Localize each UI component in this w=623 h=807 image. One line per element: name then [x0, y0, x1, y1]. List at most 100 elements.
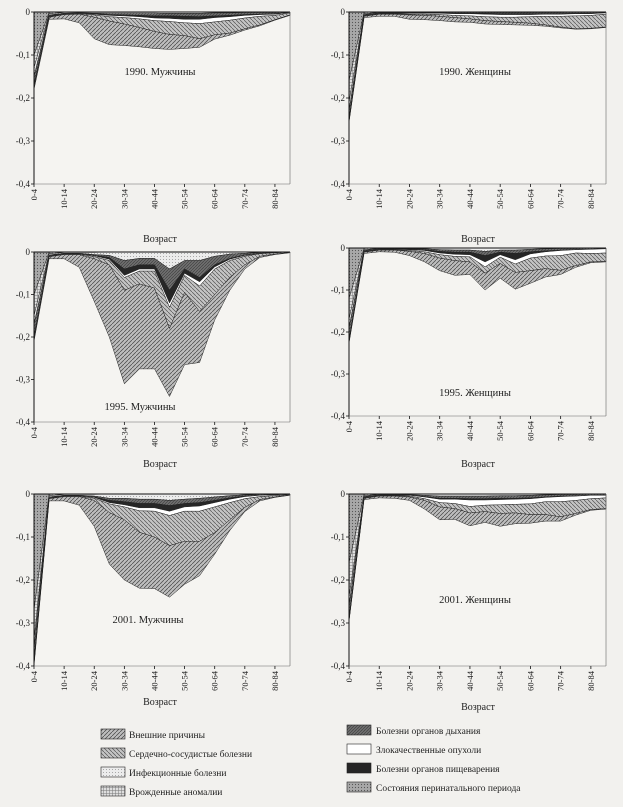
- y-tick-label: -0,3: [331, 618, 346, 628]
- x-tick-label: 20-24: [405, 188, 415, 209]
- legend-label: Сердечно-сосудистые болезни: [129, 749, 252, 760]
- x-tick-label: 10-14: [59, 188, 69, 209]
- x-tick-label: 50-54: [495, 670, 505, 691]
- y-tick-label: -0,1: [16, 50, 30, 60]
- chart-title: 2001. Мужчины: [112, 615, 183, 626]
- x-tick-label: 30-34: [435, 670, 445, 691]
- y-tick-label: -0,3: [16, 136, 31, 146]
- y-tick-label: -0,1: [331, 285, 345, 295]
- x-tick-label: 0-4: [29, 670, 39, 682]
- x-tick-label: 70-74: [556, 188, 566, 209]
- y-tick-label: -0,1: [16, 290, 30, 300]
- chart-title: 2001. Женщины: [439, 595, 511, 606]
- legend-label: Болезни органов пищеварения: [376, 765, 500, 775]
- x-axis-label: Возраст: [143, 234, 177, 245]
- x-tick-label: 30-34: [435, 188, 445, 209]
- y-tick-label: -0,3: [331, 136, 346, 146]
- x-tick-label: 60-64: [210, 188, 220, 209]
- x-tick-label: 40-44: [465, 670, 475, 691]
- x-tick-label: 10-14: [59, 426, 69, 447]
- y-tick-label: -0,1: [16, 532, 30, 542]
- x-tick-label: 40-44: [465, 188, 475, 209]
- x-tick-label: 70-74: [240, 426, 250, 447]
- x-tick-label: 80-84: [586, 420, 596, 441]
- x-tick-label: 0-4: [344, 420, 354, 432]
- x-tick-label: 40-44: [465, 420, 475, 441]
- x-tick-label: 30-34: [119, 670, 129, 691]
- legend-label: Врожденные аномалии: [129, 788, 222, 798]
- y-tick-label: -0,4: [331, 179, 346, 189]
- chart-panel-1: 0 -0,1 -0,2 -0,3 -0,40-4 10-14 20-24 30-34 40-44…: [16, 7, 291, 245]
- plot-area: [349, 12, 606, 184]
- legend-label: Состояния перинатального периода: [376, 784, 521, 794]
- x-tick-label: 0-4: [344, 670, 354, 682]
- y-tick-label: -0,3: [331, 369, 346, 379]
- x-tick-label: 30-34: [435, 420, 445, 441]
- legend-item-neoplasms: Злокачественные опухоли: [346, 743, 481, 756]
- x-tick-label: 50-54: [180, 670, 190, 691]
- x-tick-label: 50-54: [495, 188, 505, 209]
- x-tick-label: 20-24: [405, 420, 415, 441]
- y-tick-label: 0: [341, 7, 346, 17]
- x-tick-label: 60-64: [525, 188, 535, 209]
- x-tick-label: 60-64: [210, 426, 220, 447]
- y-tick-label: -0,2: [16, 575, 30, 585]
- legend-swatch: [346, 762, 372, 774]
- chart-title: 1995. Женщины: [439, 388, 511, 399]
- x-tick-label: 40-44: [150, 188, 160, 209]
- y-tick-label: 0: [26, 7, 31, 17]
- y-tick-label: -0,3: [16, 618, 31, 628]
- x-axis-label: Возраст: [461, 234, 495, 245]
- chart-panel-2: 0 -0,1 -0,2 -0,3 -0,40-4 10-14 20-24 30-34 40-44…: [331, 7, 607, 245]
- y-tick-label: -0,2: [331, 327, 345, 337]
- x-axis-label: Возраст: [143, 459, 177, 470]
- x-tick-label: 0-4: [29, 426, 39, 438]
- x-tick-label: 50-54: [495, 420, 505, 441]
- legend-item-perinatal: Состояния перинатального периода: [346, 781, 521, 794]
- x-tick-label: 10-14: [374, 420, 384, 441]
- legend-swatch: [100, 728, 126, 740]
- x-tick-label: 10-14: [374, 670, 384, 691]
- x-tick-label: 70-74: [240, 670, 250, 691]
- x-axis-label: Возраст: [461, 459, 495, 470]
- x-tick-label: 80-84: [270, 188, 280, 209]
- x-tick-label: 70-74: [556, 670, 566, 691]
- y-tick-label: -0,4: [16, 417, 31, 427]
- chart-panel-6: 0 -0,1 -0,2 -0,3 -0,40-4 10-14 20-24 30-34 40-44…: [331, 489, 607, 713]
- y-tick-label: 0: [26, 247, 31, 257]
- x-tick-label: 20-24: [89, 670, 99, 691]
- y-tick-label: -0,2: [331, 93, 345, 103]
- legend-item-cardio: Сердечно-сосудистые болезни: [100, 747, 252, 760]
- x-axis-label: Возраст: [461, 702, 495, 713]
- x-tick-label: 60-64: [525, 670, 535, 691]
- y-tick-label: -0,1: [331, 50, 345, 60]
- legend-swatch: [346, 781, 372, 793]
- x-tick-label: 50-54: [180, 188, 190, 209]
- x-tick-label: 30-34: [119, 188, 129, 209]
- legend-item-digestive: Болезни органов пищеварения: [346, 762, 500, 775]
- y-tick-label: -0,3: [16, 375, 31, 385]
- legend-swatch: [346, 724, 372, 736]
- y-tick-label: -0,4: [331, 661, 346, 671]
- chart-panel-4: 0 -0,1 -0,2 -0,3 -0,40-4 10-14 20-24 30-34 40-44…: [331, 243, 607, 470]
- y-tick-label: -0,2: [331, 575, 345, 585]
- x-axis-label: Возраст: [143, 697, 177, 708]
- x-tick-label: 10-14: [59, 670, 69, 691]
- x-tick-label: 70-74: [240, 188, 250, 209]
- x-tick-label: 0-4: [29, 188, 39, 200]
- x-tick-label: 60-64: [210, 670, 220, 691]
- x-tick-label: 20-24: [89, 188, 99, 209]
- legend-swatch: [100, 785, 126, 797]
- y-tick-label: -0,2: [16, 332, 30, 342]
- legend-item-external: Внешние причины: [100, 728, 206, 741]
- x-tick-label: 0-4: [344, 188, 354, 200]
- legend-label: Болезни органов дыхания: [376, 727, 481, 737]
- x-tick-label: 80-84: [270, 670, 280, 691]
- legend-label: Инфекционные болезни: [129, 768, 226, 779]
- x-tick-label: 70-74: [556, 420, 566, 441]
- x-tick-label: 50-54: [180, 426, 190, 447]
- x-tick-label: 80-84: [586, 188, 596, 209]
- chart-title: 1990. Женщины: [439, 67, 511, 78]
